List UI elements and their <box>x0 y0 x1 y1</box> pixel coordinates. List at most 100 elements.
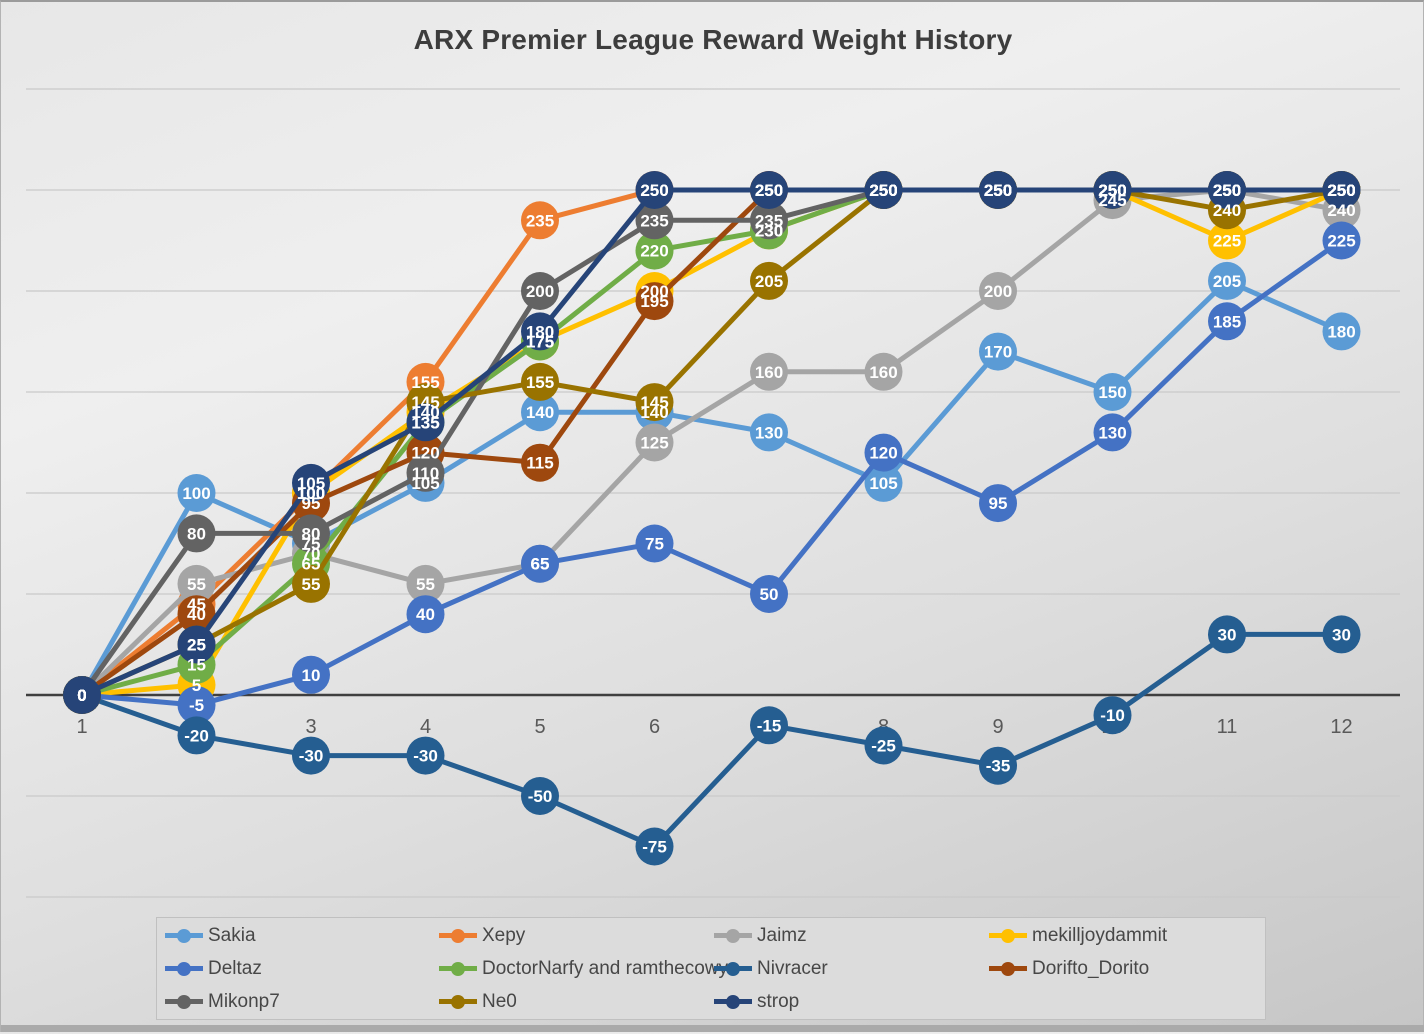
data-point-label: 160 <box>755 363 783 382</box>
data-point-label: 80 <box>302 524 321 543</box>
data-point-label: 250 <box>1327 181 1355 200</box>
data-point-marker <box>521 362 559 401</box>
data-point-label: 250 <box>984 181 1012 200</box>
data-point-label: -75 <box>642 838 667 857</box>
data-point-marker <box>864 463 903 502</box>
data-point-label: 75 <box>645 535 664 554</box>
data-point-label: 250 <box>1213 181 1241 200</box>
data-point-marker <box>635 282 674 321</box>
data-point-label: -50 <box>528 787 553 806</box>
series-mikonp7 <box>63 171 1361 714</box>
data-point-label: 250 <box>1327 181 1355 200</box>
x-axis-ticks: 123456789101112 <box>76 716 1352 738</box>
series-nivracer <box>63 615 1361 866</box>
data-point-label: 150 <box>1098 383 1126 402</box>
labels-doctornarfy-and-ramthecowy: 0 15 65 135 175 220 230 250 250 250 250 250 <box>77 181 1355 705</box>
data-point-label: 250 <box>1327 181 1355 200</box>
data-point-label: 250 <box>1098 181 1126 200</box>
data-point-marker <box>1322 615 1361 654</box>
x-tick-label: 5 <box>534 716 545 738</box>
legend-item-xepy: Xepy <box>439 919 714 952</box>
data-point-label: 160 <box>869 363 897 382</box>
data-point-label: 0 <box>77 686 86 705</box>
data-point-label: 250 <box>984 181 1012 200</box>
data-point-marker <box>521 393 559 432</box>
legend-label: Jaimz <box>757 924 807 946</box>
legend-key-line <box>165 994 203 1009</box>
data-point-label: 250 <box>1327 181 1355 200</box>
data-point-label: 250 <box>640 181 668 200</box>
data-point-label: 175 <box>526 333 554 352</box>
series-doctornarfy-and-ramthecowy <box>63 171 1361 714</box>
data-point-label: 250 <box>984 181 1012 200</box>
data-point-marker <box>1093 373 1132 411</box>
data-point-label: 240 <box>1213 201 1241 220</box>
data-point-label: 250 <box>869 181 897 200</box>
data-point-marker <box>177 686 216 725</box>
data-point-marker <box>635 231 674 270</box>
data-point-label: 250 <box>1213 181 1241 200</box>
data-point-label: 250 <box>869 181 897 200</box>
data-point-marker <box>979 272 1017 310</box>
data-point-marker <box>635 827 674 866</box>
data-point-label: 205 <box>755 272 783 291</box>
data-point-marker <box>521 272 559 310</box>
data-point-label: 75 <box>302 535 321 554</box>
data-point-label: 155 <box>526 373 554 392</box>
data-point-marker <box>1093 413 1132 452</box>
data-point-label: 0 <box>77 686 86 705</box>
series-line <box>79 238 1344 708</box>
legend-label: Sakia <box>208 924 256 946</box>
data-point-label: -10 <box>1100 706 1125 725</box>
data-point-label: 0 <box>77 686 86 705</box>
data-point-marker <box>1208 261 1246 300</box>
legend-label: Nivracer <box>757 957 828 979</box>
data-point-marker <box>1322 221 1361 260</box>
data-point-label: 170 <box>984 343 1012 362</box>
x-tick-label: 6 <box>649 716 660 738</box>
data-point-label: 130 <box>755 423 783 442</box>
data-point-label: 0 <box>77 686 86 705</box>
legend-label: Dorifto_Dorito <box>1032 957 1150 979</box>
legend-item-deltaz: Deltaz <box>165 952 439 985</box>
data-point-label: 120 <box>411 444 439 463</box>
legend-key-line <box>165 928 203 943</box>
data-point-label: 250 <box>869 181 897 200</box>
data-point-label: 140 <box>640 403 668 422</box>
series-deltaz <box>63 221 1361 725</box>
data-point-label: 250 <box>869 181 897 200</box>
data-point-label: 250 <box>984 181 1012 200</box>
data-point-label: -5 <box>189 696 204 715</box>
data-point-label: 230 <box>755 221 783 240</box>
legend-key-marker-icon <box>1001 961 1015 976</box>
legend-key-line <box>439 928 477 943</box>
window-bottom-edge <box>1 1025 1424 1032</box>
data-point-label: 250 <box>1098 181 1126 200</box>
series-line <box>79 187 1344 698</box>
data-point-label: 250 <box>1213 181 1241 200</box>
legend-item-sakia: Sakia <box>165 919 439 952</box>
data-point-marker <box>177 625 216 664</box>
labels-mekilljoydammit: 0 5 100 140 175 200 230 250 250 250 225 250 <box>77 181 1355 705</box>
data-point-marker <box>63 676 101 714</box>
data-point-label: 250 <box>640 181 668 200</box>
data-point-marker <box>406 453 445 492</box>
data-point-marker <box>635 383 674 422</box>
data-point-label: 180 <box>1327 322 1355 341</box>
data-point-label: 185 <box>1213 312 1241 331</box>
data-point-label: 145 <box>411 393 439 412</box>
data-point-label: 250 <box>984 181 1012 200</box>
data-point-label: 25 <box>187 636 206 655</box>
legend-key-line <box>439 961 477 976</box>
labels-nivracer: 0 -20 -30 -30 -50 -75 -15 -25 -35 -10 30 30 <box>77 625 1351 856</box>
data-point-label: 105 <box>869 474 897 493</box>
data-point-label: 100 <box>297 484 325 503</box>
data-point-marker <box>864 726 903 765</box>
data-point-label: 0 <box>77 686 86 705</box>
series-line <box>79 187 1344 698</box>
data-point-marker <box>521 777 559 815</box>
x-tick-label: 11 <box>1217 716 1238 738</box>
series-ne0 <box>63 171 1361 714</box>
